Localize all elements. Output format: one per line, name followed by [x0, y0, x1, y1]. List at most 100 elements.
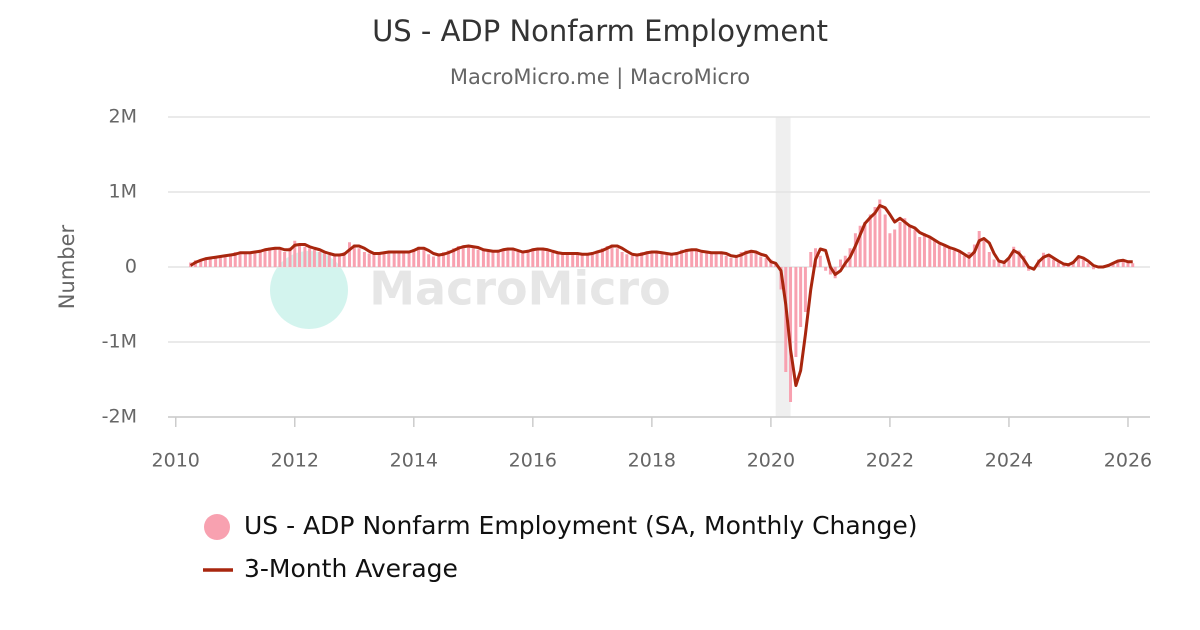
bar — [442, 252, 446, 267]
bar — [412, 249, 416, 267]
bar — [997, 261, 1001, 267]
bar — [1007, 259, 1011, 267]
bar — [312, 249, 316, 267]
bar — [556, 253, 560, 267]
bar — [208, 257, 212, 267]
y-tick-label: 1M — [109, 181, 137, 203]
bar — [516, 252, 520, 267]
bar — [531, 248, 535, 267]
bar — [987, 252, 991, 267]
bar — [571, 252, 575, 267]
bar — [630, 255, 634, 267]
bar — [387, 251, 391, 267]
bar — [546, 251, 550, 267]
bar — [298, 244, 302, 267]
bar — [293, 240, 297, 267]
bar — [253, 251, 257, 267]
bar — [680, 249, 684, 267]
bar — [818, 255, 822, 267]
bar — [228, 253, 232, 267]
bar — [794, 267, 798, 357]
bar — [561, 254, 565, 267]
bar — [893, 229, 897, 267]
bar — [824, 267, 828, 271]
bar — [655, 252, 659, 267]
bar — [1121, 259, 1125, 267]
bar — [759, 256, 763, 267]
bar — [218, 255, 222, 267]
bar — [908, 225, 912, 267]
bar — [967, 252, 971, 267]
bar — [1056, 262, 1060, 267]
chart-title: US - ADP Nonfarm Employment — [372, 14, 828, 48]
bar — [705, 253, 709, 267]
x-tick-label: 2016 — [509, 450, 557, 472]
bar — [491, 251, 495, 267]
bar — [417, 246, 421, 267]
x-tick-label: 2010 — [152, 450, 200, 472]
bar — [501, 249, 505, 267]
bar — [258, 249, 262, 267]
bar — [1041, 252, 1045, 267]
bar — [962, 255, 966, 267]
bar — [992, 259, 996, 267]
bar — [977, 231, 981, 267]
y-axis-label: Number — [55, 224, 79, 309]
bar — [575, 254, 579, 267]
bar — [431, 256, 435, 267]
bar — [372, 254, 376, 267]
bar — [377, 252, 381, 267]
bar — [476, 249, 480, 267]
bar — [858, 225, 862, 267]
legend-marker — [204, 514, 230, 540]
bar — [660, 253, 664, 267]
bar — [937, 244, 941, 267]
watermark: MacroMicro — [369, 262, 670, 316]
bar — [1081, 259, 1085, 267]
bar — [605, 246, 609, 267]
bar — [1116, 261, 1120, 267]
bar — [898, 222, 902, 267]
bar — [1017, 250, 1021, 267]
bar — [799, 267, 803, 327]
bar — [665, 255, 669, 267]
bar — [1091, 267, 1095, 270]
bar — [640, 252, 644, 267]
bar — [809, 252, 813, 267]
bar — [982, 240, 986, 267]
bar — [615, 248, 619, 267]
bar — [486, 252, 490, 267]
chart-subtitle: MacroMicro.me | MacroMicro — [450, 65, 750, 90]
bar — [645, 251, 649, 267]
bar — [333, 255, 337, 267]
line — [189, 204, 1133, 387]
bar — [868, 214, 872, 267]
bar — [699, 252, 703, 267]
bar — [933, 240, 937, 267]
bar — [318, 252, 322, 267]
bar — [903, 218, 907, 267]
bar — [734, 255, 738, 267]
bar — [352, 244, 356, 267]
bar — [496, 249, 500, 267]
bar — [918, 237, 922, 267]
bar — [541, 249, 545, 267]
bar — [481, 250, 485, 267]
bar — [600, 248, 604, 267]
bar — [675, 252, 679, 267]
bar — [590, 252, 594, 267]
bar — [446, 250, 450, 267]
bar — [348, 242, 352, 267]
bar — [327, 255, 331, 267]
y-tick-label: -2M — [102, 406, 137, 428]
y-tick-label: -1M — [102, 331, 137, 353]
bar — [407, 250, 411, 267]
bar — [283, 252, 287, 267]
bar — [1077, 255, 1081, 267]
bar — [397, 252, 401, 267]
bar — [323, 253, 327, 267]
bar — [694, 250, 698, 267]
bar — [888, 233, 892, 267]
